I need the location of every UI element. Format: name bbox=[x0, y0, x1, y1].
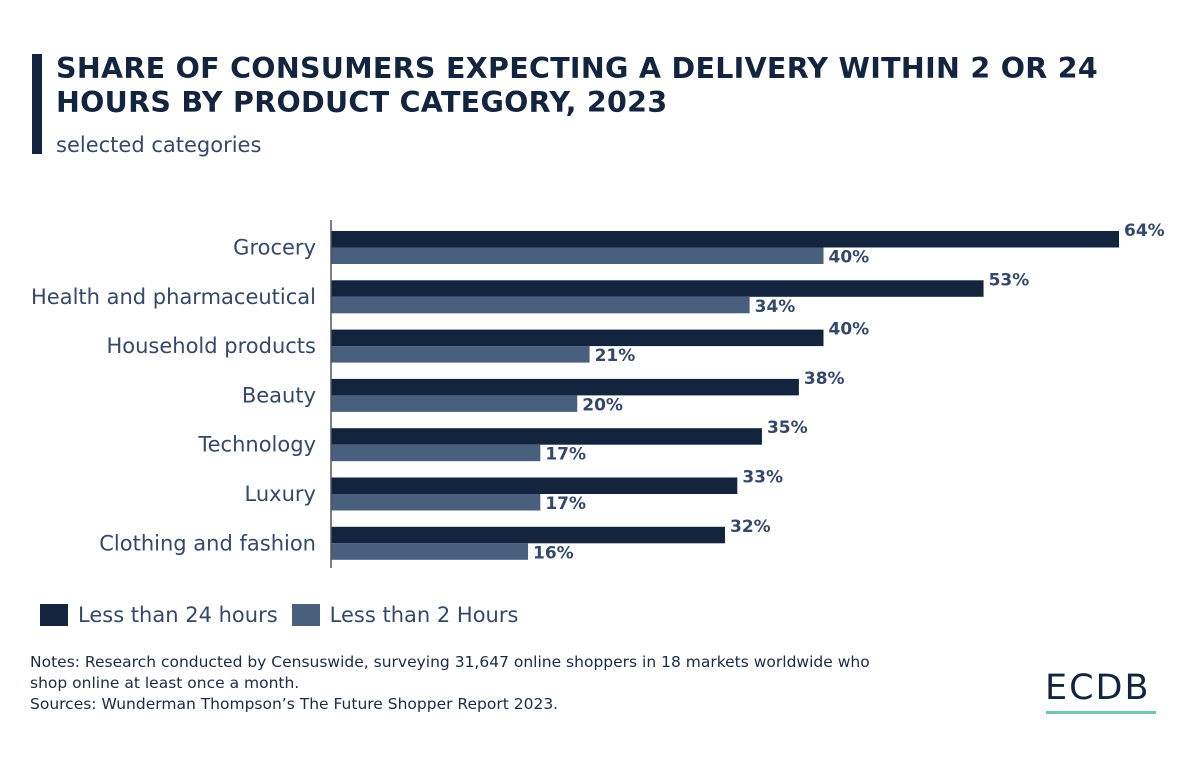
category-label: Health and pharmaceutical bbox=[31, 285, 316, 309]
bar-chart: Grocery 64% 40% Health and pharmaceutical 53… bbox=[31, 220, 1165, 568]
bar bbox=[331, 247, 824, 264]
data-label: 16% bbox=[533, 543, 574, 563]
bar bbox=[331, 296, 750, 314]
category-label: Beauty bbox=[242, 383, 316, 407]
title-accent-bar bbox=[32, 54, 42, 154]
category-label: Grocery bbox=[233, 236, 316, 260]
legend-item-24h: Less than 24 hours bbox=[40, 603, 278, 627]
data-label: 40% bbox=[829, 248, 870, 268]
bar bbox=[331, 526, 725, 544]
data-label: 34% bbox=[755, 297, 796, 317]
data-label: 53% bbox=[989, 270, 1030, 290]
bar bbox=[331, 444, 541, 462]
category-label: Household products bbox=[106, 334, 316, 358]
logo-underline bbox=[1046, 711, 1156, 714]
notes-line: shop online at least once a month. bbox=[30, 674, 300, 692]
bar bbox=[331, 477, 738, 494]
legend-label: Less than 24 hours bbox=[78, 603, 278, 627]
chart-title: SHARE OF CONSUMERS EXPECTING A DELIVERY … bbox=[56, 52, 1098, 119]
legend-swatch bbox=[291, 604, 320, 626]
bar bbox=[331, 280, 984, 297]
legend-item-2h: Less than 2 Hours bbox=[291, 603, 519, 627]
bar bbox=[331, 378, 799, 396]
legend-swatch bbox=[40, 604, 68, 626]
category-label: Clothing and fashion bbox=[99, 531, 316, 555]
data-label: 64% bbox=[1124, 221, 1165, 241]
bar bbox=[331, 428, 762, 445]
chart-subtitle: selected categories bbox=[56, 133, 262, 157]
data-label: 17% bbox=[545, 494, 586, 514]
category-label: Technology bbox=[197, 433, 316, 457]
bar bbox=[331, 329, 824, 347]
sources-line: Sources: Wunderman Thompson’s The Future… bbox=[30, 695, 559, 713]
data-label: 21% bbox=[595, 346, 636, 366]
legend: Less than 24 hours Less than 2 Hours bbox=[40, 603, 532, 627]
bar bbox=[331, 231, 1119, 248]
data-label: 17% bbox=[545, 445, 586, 465]
data-label: 40% bbox=[829, 320, 870, 340]
data-label: 38% bbox=[804, 369, 845, 389]
notes: Notes: Research conducted by Censuswide,… bbox=[30, 652, 870, 715]
bar bbox=[331, 494, 541, 511]
category-label: Luxury bbox=[245, 482, 316, 506]
data-label: 33% bbox=[742, 468, 783, 488]
bar bbox=[331, 543, 528, 560]
data-label: 32% bbox=[730, 517, 771, 537]
bar bbox=[331, 395, 578, 412]
legend-label: Less than 2 Hours bbox=[329, 603, 519, 627]
ecdb-logo: ECDB bbox=[1045, 668, 1151, 708]
notes-line: Notes: Research conducted by Censuswide,… bbox=[30, 653, 870, 671]
bar bbox=[331, 346, 590, 363]
data-label: 20% bbox=[582, 395, 623, 415]
data-label: 35% bbox=[767, 418, 808, 438]
